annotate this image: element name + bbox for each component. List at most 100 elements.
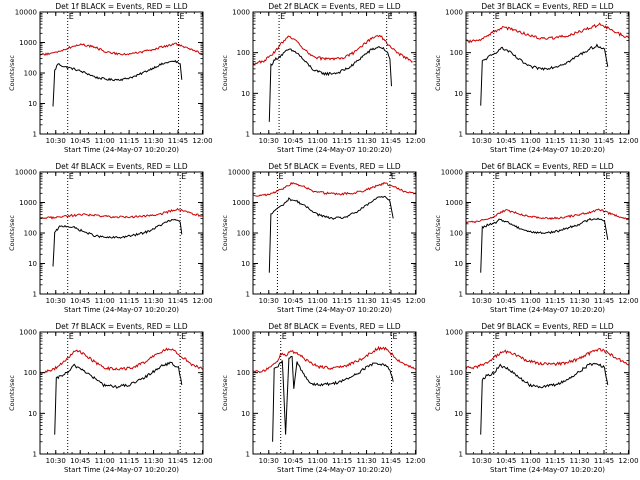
y-axis-label: Counts/sec (8, 215, 16, 251)
y-tick-label: 10 (454, 410, 463, 418)
series-line-lld (39, 42, 204, 57)
series-line-events (480, 43, 609, 106)
y-axis-label: Counts/sec (434, 215, 442, 251)
series-line-lld (465, 22, 630, 44)
y-tick-label: 1 (33, 451, 37, 459)
x-tick-label: 10:30 (259, 137, 279, 145)
series-line-lld (252, 345, 417, 374)
y-tick-label: 10 (454, 260, 463, 268)
x-tick-label: 10:45 (70, 297, 90, 305)
y-tick-label: 1000 (19, 199, 37, 207)
x-tick-label: 10:45 (496, 137, 516, 145)
x-tick-label: 11:15 (119, 457, 139, 465)
series-line-lld (465, 347, 630, 370)
y-axis-label: Counts/sec (221, 55, 229, 91)
y-tick-label: 10000 (441, 169, 463, 177)
y-axis-label: Counts/sec (221, 215, 229, 251)
marker-label: E (69, 12, 74, 21)
x-tick-label: 10:30 (46, 137, 66, 145)
y-tick-label: 10 (241, 260, 250, 268)
x-tick-label: 11:00 (95, 457, 115, 465)
y-tick-label: 1 (33, 131, 37, 139)
plot-frame (39, 331, 204, 455)
x-tick-label: 11:15 (332, 457, 352, 465)
x-tick-label: 11:45 (381, 297, 401, 305)
y-tick-label: 100 (237, 49, 250, 57)
y-tick-label: 10 (28, 100, 37, 108)
y-tick-label: 1 (33, 291, 37, 299)
y-tick-label: 1 (246, 131, 250, 139)
y-tick-label: 1000 (445, 199, 463, 207)
y-tick-label: 100 (237, 369, 250, 377)
x-tick-label: 11:15 (119, 137, 139, 145)
x-axis-label: Start Time (24-May-07 10:20:20) (277, 146, 392, 154)
y-tick-label: 1 (246, 451, 250, 459)
series-line-lld (39, 207, 204, 220)
y-tick-label: 100 (450, 49, 463, 57)
series-line-lld (252, 181, 417, 197)
x-tick-label: 10:45 (283, 457, 303, 465)
x-axis-label: Start Time (24-May-07 10:20:20) (64, 146, 179, 154)
series-line-lld (465, 208, 630, 224)
y-tick-label: 1 (459, 451, 463, 459)
x-tick-label: 11:15 (332, 297, 352, 305)
x-tick-label: 12:00 (405, 137, 425, 145)
y-tick-label: 10000 (15, 169, 37, 177)
x-tick-label: 10:45 (496, 457, 516, 465)
plot-frame (39, 171, 204, 295)
y-tick-label: 1000 (445, 329, 463, 337)
x-tick-label: 10:30 (259, 457, 279, 465)
y-axis-label: Counts/sec (221, 375, 229, 411)
x-tick-label: 11:30 (356, 457, 376, 465)
x-tick-label: 11:45 (168, 457, 188, 465)
x-tick-label: 11:45 (168, 297, 188, 305)
x-tick-label: 10:30 (472, 137, 492, 145)
marker-label: E (606, 172, 611, 181)
plot-frame (252, 11, 417, 135)
y-tick-label: 1000 (445, 9, 463, 17)
x-tick-label: 10:45 (283, 297, 303, 305)
x-tick-label: 11:00 (308, 137, 328, 145)
y-axis-label: Counts/sec (434, 55, 442, 91)
y-tick-label: 10 (241, 410, 250, 418)
y-tick-label: 1000 (232, 329, 250, 337)
x-axis-label: Start Time (24-May-07 10:20:20) (277, 306, 392, 314)
x-tick-label: 11:45 (381, 137, 401, 145)
series-line-events (54, 361, 183, 435)
marker-label: E (495, 332, 500, 341)
chart-title: Det 5f BLACK = Events, RED = LLD (268, 162, 401, 171)
marker-label: E (280, 12, 285, 21)
x-tick-label: 11:00 (95, 137, 115, 145)
series-line-events (480, 217, 609, 273)
marker-label: E (180, 12, 185, 21)
series-line-lld (39, 347, 204, 374)
x-tick-label: 11:45 (594, 137, 614, 145)
x-tick-label: 10:45 (496, 297, 516, 305)
series-line-events (52, 59, 183, 107)
x-tick-label: 11:15 (545, 137, 565, 145)
y-tick-label: 1 (459, 131, 463, 139)
x-tick-label: 10:45 (70, 457, 90, 465)
x-tick-label: 11:45 (381, 457, 401, 465)
chart-title: Det 3f BLACK = Events, RED = LLD (481, 2, 614, 11)
x-tick-label: 11:15 (332, 137, 352, 145)
x-tick-label: 10:30 (472, 297, 492, 305)
y-tick-label: 100 (450, 230, 463, 238)
y-axis-label: Counts/sec (8, 375, 16, 411)
x-tick-label: 11:45 (594, 297, 614, 305)
x-tick-label: 12:00 (618, 297, 638, 305)
x-axis-label: Start Time (24-May-07 10:20:20) (64, 306, 179, 314)
x-tick-label: 10:30 (259, 297, 279, 305)
chart-title: Det 9f BLACK = Events, RED = LLD (481, 322, 614, 331)
x-tick-label: 11:45 (594, 457, 614, 465)
chart-title: Det 2f BLACK = Events, RED = LLD (268, 2, 401, 11)
y-tick-label: 100 (24, 230, 37, 238)
